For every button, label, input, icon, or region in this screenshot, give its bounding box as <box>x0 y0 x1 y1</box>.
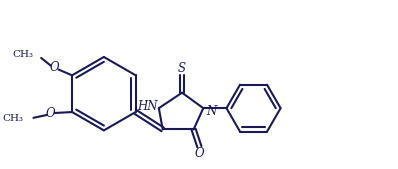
Text: CH₃: CH₃ <box>3 114 24 123</box>
Text: N: N <box>206 105 216 118</box>
Text: O: O <box>46 107 56 120</box>
Text: CH₃: CH₃ <box>12 50 33 59</box>
Text: HN: HN <box>137 100 158 113</box>
Text: O: O <box>50 61 59 74</box>
Text: S: S <box>178 62 186 75</box>
Text: O: O <box>195 147 204 160</box>
